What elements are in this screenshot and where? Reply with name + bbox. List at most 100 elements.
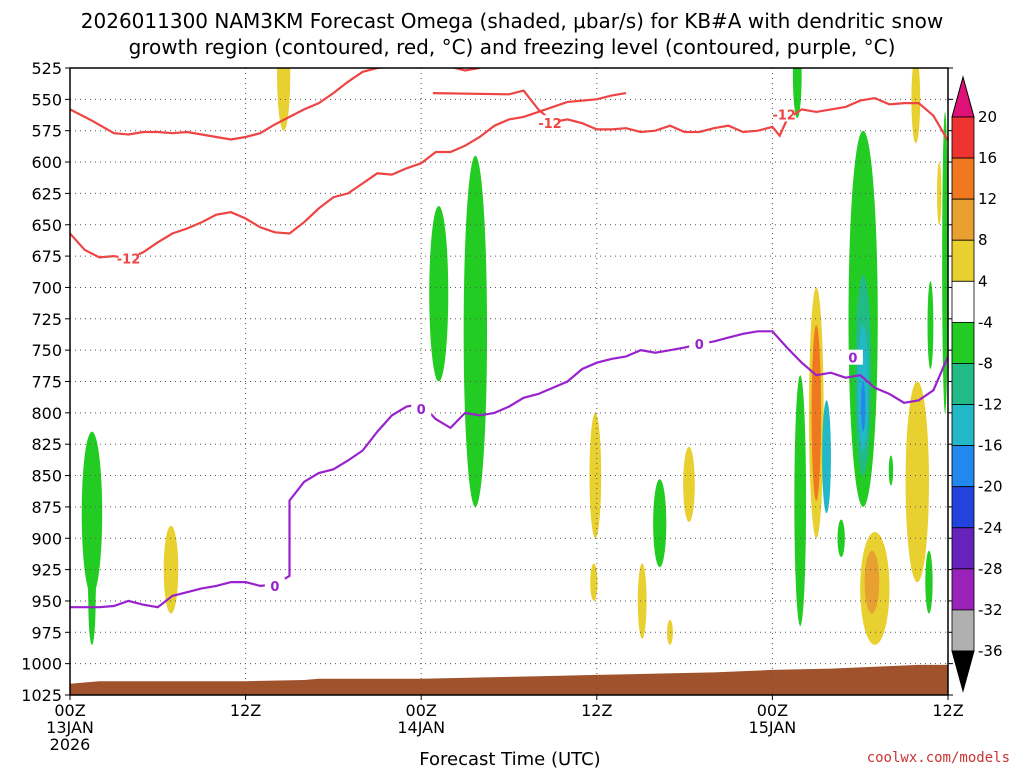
freezing-level-contour-label: 0 <box>695 338 704 353</box>
x-tick-label: 15JAN <box>749 718 797 737</box>
plot-area: -12 -12 -12 0 0 0 0 <box>70 68 948 695</box>
omega-blob <box>794 375 807 627</box>
omega-blob <box>463 155 488 507</box>
y-tick-label: 975 <box>31 623 62 642</box>
colorbar-swatch <box>951 527 975 570</box>
omega-blob <box>792 68 802 119</box>
freezing-level-contour-label-bg <box>264 577 285 593</box>
dgz-bottom-contour-label-bg <box>118 250 139 266</box>
y-tick-label: 775 <box>31 373 62 392</box>
dgz-top-contour-2-label-bg <box>539 115 560 131</box>
y-tick-label: 1000 <box>21 655 62 674</box>
omega-blob <box>88 557 96 645</box>
colorbar-swatch <box>951 445 975 488</box>
dgz-top-contour-2 <box>432 89 948 142</box>
x-tick-label: 2026 <box>50 735 91 754</box>
omega-blob <box>864 550 880 614</box>
y-tick-label: 1025 <box>21 686 62 705</box>
y-tick-label: 925 <box>31 561 62 580</box>
chart-title-line1: 2026011300 NAM3KM Forecast Omega (shaded… <box>81 9 943 33</box>
y-tick-label: 725 <box>31 310 62 329</box>
y-tick-label: 525 <box>31 59 62 78</box>
plot-inner: -12 -12 -12 0 0 0 0 <box>70 68 948 695</box>
omega-blob <box>888 455 894 486</box>
x-tick-label: 14JAN <box>397 718 445 737</box>
colorbar-label: 16 <box>978 149 997 167</box>
dgz-top-contour <box>70 68 482 141</box>
colorbar-swatch <box>951 609 975 652</box>
omega-blob <box>911 68 921 144</box>
colorbar-label: -20 <box>978 478 1003 496</box>
omega-blob <box>927 281 934 369</box>
colorbar-top-arrow <box>951 75 975 118</box>
y-tick-label: 900 <box>31 529 62 548</box>
axes: 525 550 575 600 625 650 675 700 725 750 775 800 825 8… <box>21 59 963 754</box>
y-tick-label: 875 <box>31 498 62 517</box>
omega-blob <box>860 381 866 432</box>
x-axis-label: Forecast Time (UTC) <box>419 749 600 768</box>
omega-blob <box>637 563 647 639</box>
colorbar: 20 16 12 8 4 -4 -8 -12 -16 -20 -24 -28 -32 -36 <box>951 75 1003 693</box>
colorbar-label: -36 <box>978 642 1003 660</box>
x-tick-label: 12Z <box>230 701 261 720</box>
freezing-level-contour-label-bg <box>842 349 863 365</box>
y-tick-label: 700 <box>31 278 62 297</box>
colorbar-bottom-arrow <box>951 650 975 693</box>
dgz-top-contour-2-label-bg <box>774 106 795 122</box>
omega-blob <box>590 563 598 601</box>
dgz-bottom-contour-label: -12 <box>117 253 141 268</box>
y-tick-label: 750 <box>31 341 62 360</box>
colorbar-label: 12 <box>978 190 997 208</box>
y-tick-label: 575 <box>31 122 62 141</box>
omega-blob <box>667 619 673 645</box>
colorbar-label: -24 <box>978 519 1003 537</box>
omega-blob <box>811 325 821 501</box>
freezing-level-contour-label: 0 <box>270 580 279 595</box>
colorbar-swatch <box>951 486 975 529</box>
y-tick-label: 675 <box>31 247 62 266</box>
colorbar-label: 8 <box>978 231 988 249</box>
dgz-top-contour-2-label: -12 <box>772 108 796 123</box>
colorbar-label: 20 <box>978 108 997 126</box>
y-tick-label: 825 <box>31 435 62 454</box>
y-tick-label: 950 <box>31 592 62 611</box>
colorbar-label: -28 <box>978 560 1003 578</box>
x-tick-label: 12Z <box>932 701 963 720</box>
freezing-level-contour-label: 0 <box>848 352 857 367</box>
omega-blob <box>837 519 845 558</box>
colorbar-swatch <box>951 239 975 282</box>
colorbar-label: -4 <box>978 313 993 331</box>
y-tick-label: 650 <box>31 216 62 235</box>
omega-blob <box>925 550 933 614</box>
colorbar-swatch <box>951 116 975 159</box>
y-tick-label: 600 <box>31 153 62 172</box>
colorbar-swatch <box>951 404 975 447</box>
colorbar-swatch <box>951 568 975 611</box>
colorbar-label: 4 <box>978 272 988 290</box>
colorbar-swatch <box>951 280 975 323</box>
omega-blob <box>822 400 831 514</box>
colorbar-label: -12 <box>978 396 1003 414</box>
omega-blob <box>937 162 942 225</box>
chart-title-line2: growth region (contoured, red, °C) and f… <box>129 35 896 59</box>
omega-blob <box>429 205 449 382</box>
omega-blob <box>277 68 291 131</box>
x-tick-label: 00Z <box>54 701 85 720</box>
colorbar-label: -8 <box>978 354 993 372</box>
x-tick-label: 13JAN <box>46 718 94 737</box>
freezing-level-contour <box>70 330 948 609</box>
y-tick-label: 800 <box>31 404 62 423</box>
freezing-level-contour-label: 0 <box>417 403 426 418</box>
omega-blob <box>683 446 695 522</box>
dgz-bottom-contour <box>70 92 627 260</box>
y-tick-label: 625 <box>31 184 62 203</box>
colorbar-label: -16 <box>978 437 1003 455</box>
y-tick-label: 850 <box>31 467 62 486</box>
freezing-level-contour-label-bg <box>411 401 432 417</box>
freezing-level-contour-label-bg <box>689 335 710 351</box>
x-tick-label: 00Z <box>406 701 437 720</box>
colorbar-swatch <box>951 157 975 200</box>
omega-blob <box>653 479 667 568</box>
y-tick-label: 550 <box>31 90 62 109</box>
